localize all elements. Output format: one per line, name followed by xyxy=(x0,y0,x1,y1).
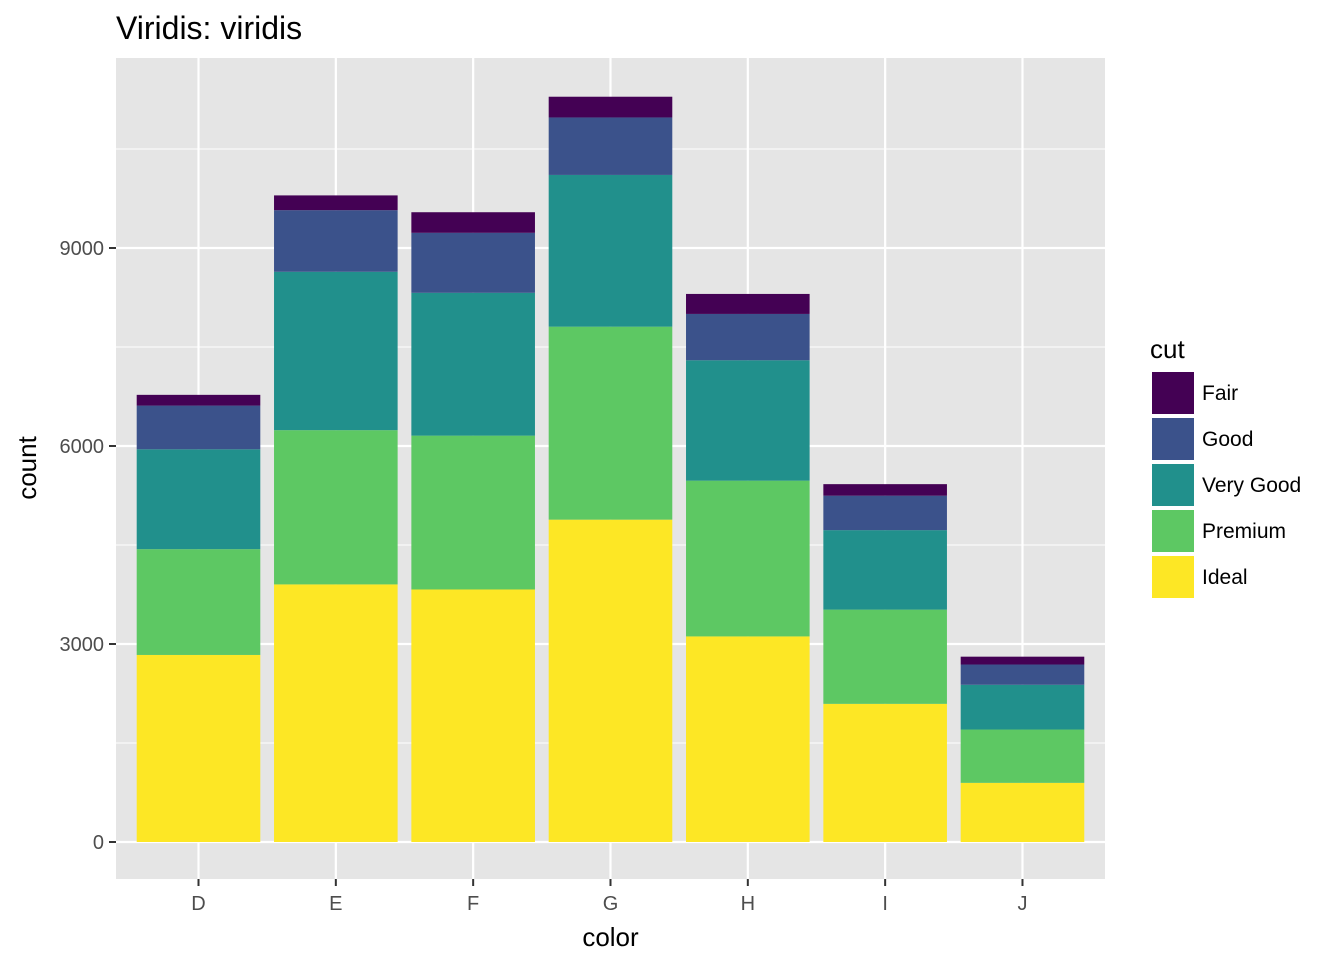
bar-E-fair xyxy=(274,195,398,211)
x-tick-label: D xyxy=(191,893,205,915)
legend-item-very-good: Very Good xyxy=(1152,464,1301,506)
bar-F-ideal xyxy=(411,589,535,842)
bar-D-very-good xyxy=(136,449,261,550)
bar-G-very-good xyxy=(548,174,673,327)
bar-I-very-good xyxy=(823,530,947,610)
y-tick-label: 9000 xyxy=(60,238,105,260)
bar-G-premium xyxy=(548,326,673,520)
bar-G-ideal xyxy=(548,519,673,842)
bar-E-ideal xyxy=(274,584,398,842)
legend-item-good: Good xyxy=(1152,418,1253,460)
x-tick-label: J xyxy=(1017,893,1027,915)
legend-label: Fair xyxy=(1202,382,1238,405)
bar-F-good xyxy=(411,232,535,293)
legend-label: Ideal xyxy=(1202,566,1248,589)
bar-J-very-good xyxy=(960,684,1085,730)
legend-swatch xyxy=(1152,464,1194,506)
bar-H-fair xyxy=(686,293,810,314)
bar-I-ideal xyxy=(823,703,947,842)
bar-I-premium xyxy=(823,609,947,704)
bar-H-ideal xyxy=(686,636,810,842)
bar-H-good xyxy=(686,313,810,361)
legend-swatch xyxy=(1152,372,1194,414)
legend-item-premium: Premium xyxy=(1152,510,1286,552)
legend-label: Good xyxy=(1202,428,1253,451)
x-axis: D E F G H I J xyxy=(191,879,1027,915)
bar-J-good xyxy=(960,664,1085,685)
legend-item-ideal: Ideal xyxy=(1152,556,1248,598)
legend-item-fair: Fair xyxy=(1152,372,1238,414)
bar-E-good xyxy=(274,210,398,272)
legend-label: Very Good xyxy=(1202,474,1301,497)
bar-G-fair xyxy=(548,96,673,118)
y-tick-label: 3000 xyxy=(60,634,105,656)
y-axis-title: count xyxy=(12,435,42,499)
legend-label: Premium xyxy=(1202,520,1286,543)
legend-swatch xyxy=(1152,510,1194,552)
x-tick-label: H xyxy=(741,893,755,915)
x-tick-label: I xyxy=(882,893,888,915)
legend-items: Fair Good Very Good Premium Ideal xyxy=(1152,372,1301,598)
bar-H-premium xyxy=(686,480,810,637)
legend-swatch xyxy=(1152,556,1194,598)
bar-H-very-good xyxy=(686,360,810,481)
x-tick-label: E xyxy=(329,893,342,915)
y-tick-label: 0 xyxy=(93,832,104,854)
y-tick-label: 6000 xyxy=(60,436,105,458)
bar-J-ideal xyxy=(960,782,1085,842)
x-tick-label: F xyxy=(467,893,479,915)
x-tick-label: G xyxy=(603,893,619,915)
bar-D-ideal xyxy=(136,654,261,842)
bar-I-good xyxy=(823,495,947,531)
bar-E-premium xyxy=(274,430,398,585)
bar-E-very-good xyxy=(274,271,398,431)
bar-J-fair xyxy=(960,656,1085,665)
legend-swatch xyxy=(1152,418,1194,460)
legend-title: cut xyxy=(1150,334,1185,364)
bar-I-fair xyxy=(823,484,947,496)
bar-F-premium xyxy=(411,435,535,590)
x-axis-title: color xyxy=(582,922,639,952)
y-axis: 0 3000 6000 9000 xyxy=(60,238,116,854)
bar-J-premium xyxy=(960,729,1085,783)
legend: cut Fair Good Very Good Premium Ideal xyxy=(1150,334,1301,598)
bar-F-very-good xyxy=(411,292,535,436)
bars-layer xyxy=(136,96,1085,842)
bar-G-good xyxy=(548,117,673,175)
bar-F-fair xyxy=(411,212,535,233)
bar-D-premium xyxy=(136,549,261,655)
bar-D-fair xyxy=(136,394,261,406)
bar-D-good xyxy=(136,405,261,450)
chart-title: Viridis: viridis xyxy=(116,10,302,46)
